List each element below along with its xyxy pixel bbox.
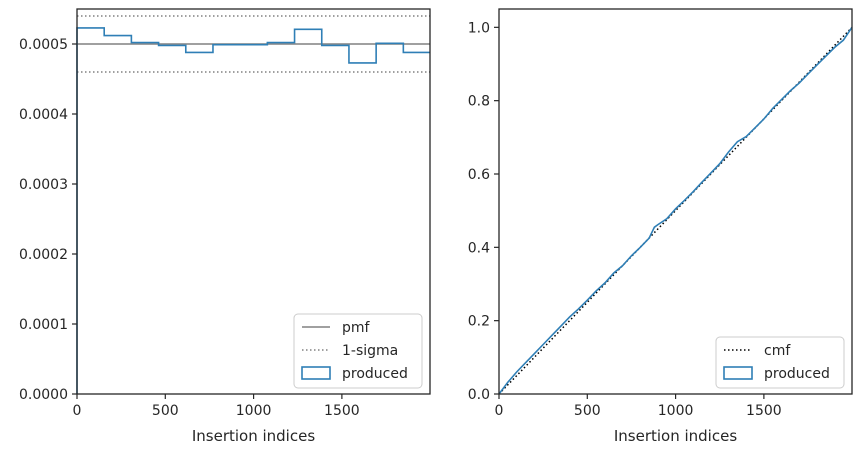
x-tick-label: 500: [574, 403, 601, 419]
legend-swatch-produced: [723, 366, 753, 380]
y-tick-label: 1.0: [468, 20, 490, 36]
series-produced: [498, 26, 853, 395]
cmf-panel: 0 500 1000 1500 0.0 0.2 0.4 0.6 0.8 1.0 Insertion …: [468, 8, 853, 445]
y-tick-label: 0.8: [468, 94, 490, 110]
x-tick-label: 1500: [746, 403, 782, 419]
legend-label-1-sigma: 1-sigma: [342, 343, 398, 359]
y-tick-label: 0.0003: [19, 177, 68, 193]
x-axis-label: Insertion indices: [614, 427, 737, 445]
legend-label-produced: produced: [764, 366, 830, 382]
x-tick-label: 500: [152, 403, 179, 419]
y-tick-label: 0.6: [468, 167, 490, 183]
x-tick-label: 1500: [324, 403, 360, 419]
legend-box: [293, 313, 423, 389]
legend-label-produced: produced: [342, 366, 408, 382]
series-produced: [76, 27, 430, 394]
y-tick-label: 0.4: [468, 240, 490, 256]
y-tick-label: 0.0005: [19, 37, 68, 53]
y-tick-label: 0.2: [468, 314, 490, 330]
legend-label-cmf: cmf: [764, 343, 791, 359]
x-tick-label: 1000: [236, 403, 272, 419]
pmf-histogram-panel: 0 500 1000 1500 0.0000 0.0001 0.0002 0.0003 0.00…: [19, 8, 431, 445]
x-axis-label: Insertion indices: [192, 427, 315, 445]
y-tick-label: 0.0002: [19, 247, 68, 263]
y-tick-label: 0.0000: [19, 387, 68, 403]
x-tick-label: 0: [495, 403, 504, 419]
x-tick-label: 0: [73, 403, 82, 419]
x-tick-label: 1000: [658, 403, 694, 419]
y-tick-label: 0.0001: [19, 317, 68, 333]
legend-label-pmf: pmf: [342, 320, 371, 336]
y-tick-label: 0.0: [468, 387, 490, 403]
y-tick-label: 0.0004: [19, 107, 68, 123]
legend-swatch-produced: [301, 366, 331, 380]
